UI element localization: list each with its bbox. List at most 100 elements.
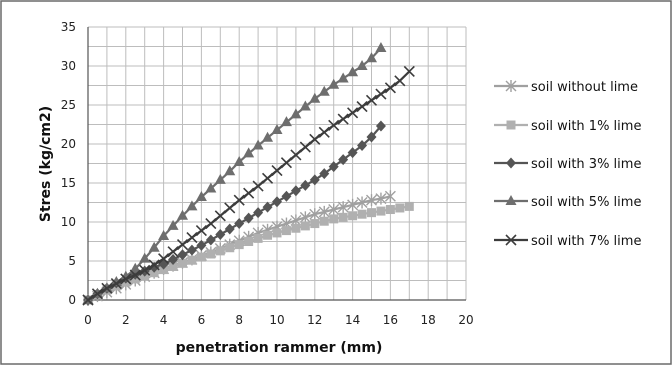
legend-label: soil with 1% lime: [531, 119, 641, 134]
x-tick-label: 10: [269, 313, 284, 327]
x-marker: [356, 100, 368, 113]
diamond-marker: [281, 190, 292, 202]
x-marker: [186, 232, 198, 244]
y-tick-label: 25: [61, 98, 76, 112]
x-marker: [195, 225, 207, 237]
square-marker: [376, 206, 386, 216]
square-marker: [319, 216, 329, 226]
triangle-marker: [337, 72, 349, 83]
triangle-marker: [309, 92, 321, 103]
triangle-marker: [243, 147, 255, 158]
triangle-marker: [110, 276, 122, 287]
triangle-marker: [139, 252, 151, 263]
x-marker: [243, 187, 255, 199]
x-marker: [365, 94, 378, 106]
diamond-marker: [186, 244, 197, 256]
square-marker: [367, 208, 376, 218]
triangle-marker: [129, 262, 141, 273]
x-marker: [129, 269, 141, 281]
triangle-marker: [252, 139, 264, 150]
diamond-marker: [338, 154, 349, 166]
diamond-marker: [328, 161, 339, 173]
x-marker: [299, 141, 311, 153]
triangle-marker: [158, 230, 170, 241]
asterisk-marker: [309, 208, 321, 221]
triangle-marker: [299, 100, 311, 111]
triangle-marker: [233, 155, 245, 166]
legend-entry: soil with 3% lime: [494, 157, 641, 172]
diamond-marker: [262, 201, 273, 213]
legend-label: soil with 3% lime: [531, 157, 641, 172]
x-marker: [233, 194, 245, 206]
x-marker: [328, 119, 340, 131]
square-marker: [178, 258, 187, 268]
square-marker: [329, 214, 339, 224]
diamond-marker: [272, 196, 282, 208]
x-tick-label: 12: [307, 313, 322, 327]
square-marker: [272, 228, 282, 238]
square-marker: [291, 223, 301, 233]
series-4: [82, 42, 387, 304]
square-marker: [206, 249, 216, 259]
diamond-marker: [375, 120, 386, 132]
diamond-marker: [347, 147, 358, 159]
y-axis-tick-labels: 0 5 10 15 20 25 30 35: [61, 20, 76, 307]
x-marker: [394, 75, 406, 87]
diamond-marker: [224, 223, 235, 235]
diamond-marker: [357, 140, 368, 152]
diamond-marker: [506, 157, 516, 169]
triangle-marker: [214, 173, 226, 184]
x-tick-label: 16: [383, 313, 398, 327]
asterisk-marker: [318, 205, 330, 218]
square-marker: [348, 211, 358, 221]
x-marker: [280, 157, 293, 169]
square-marker: [244, 237, 254, 246]
triangle-marker: [347, 66, 359, 77]
x-marker: [148, 259, 160, 271]
diamond-marker: [177, 249, 188, 261]
x-marker: [375, 88, 387, 100]
asterisk-marker: [375, 192, 387, 205]
diamond-marker: [234, 218, 245, 230]
square-marker: [281, 226, 291, 236]
x-marker: [139, 264, 151, 276]
triangle-marker: [290, 108, 302, 119]
x-tick-label: 6: [198, 313, 206, 327]
x-tick-label: 0: [84, 313, 92, 327]
legend-label: soil with 7% lime: [531, 234, 641, 249]
square-marker: [225, 243, 235, 253]
legend-entry: soil with 1% lime: [494, 119, 641, 134]
asterisk-marker: [328, 203, 340, 216]
x-tick-label: 14: [345, 313, 360, 327]
legend: soil without lime soil with 1% lime soil w…: [494, 80, 641, 249]
y-tick-label: 5: [68, 254, 76, 268]
asterisk-marker: [347, 198, 359, 211]
diamond-marker: [253, 207, 264, 219]
y-tick-label: 10: [61, 215, 76, 229]
x-axis-tick-labels: 0 2 4 6 8 10 12 14 16 18 20: [84, 313, 473, 327]
asterisk-marker: [384, 190, 396, 203]
data-series: [82, 42, 415, 306]
diamond-marker: [215, 228, 226, 240]
x-marker: [505, 234, 517, 246]
asterisk-marker: [366, 194, 377, 207]
diamond-marker: [366, 131, 377, 143]
square-marker: [357, 209, 367, 219]
triangle-marker: [224, 165, 236, 176]
triangle-marker: [186, 200, 198, 211]
x-marker: [214, 210, 226, 222]
legend-label: soil without lime: [531, 80, 638, 95]
asterisk-marker: [356, 196, 368, 209]
x-marker: [252, 180, 264, 192]
x-marker: [347, 107, 359, 119]
triangle-marker: [167, 219, 179, 230]
triangle-marker: [356, 60, 368, 70]
triangle-marker: [375, 42, 387, 53]
asterisk-marker: [299, 211, 311, 224]
x-tick-label: 18: [421, 313, 436, 327]
triangle-marker: [271, 123, 283, 134]
x-marker: [82, 294, 94, 306]
x-marker: [176, 239, 189, 251]
